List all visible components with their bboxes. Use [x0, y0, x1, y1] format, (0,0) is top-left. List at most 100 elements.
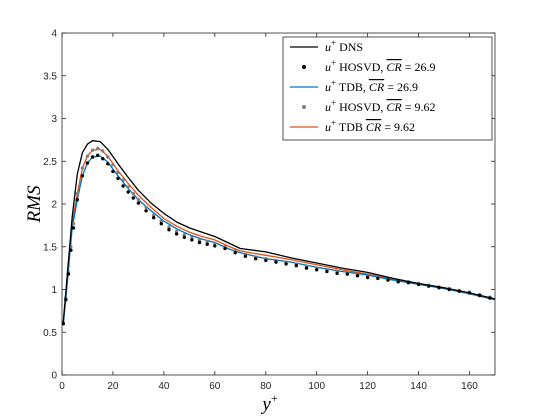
- y-axis-title: RMS: [24, 185, 45, 223]
- data-point: [121, 178, 125, 182]
- data-point: [365, 275, 370, 280]
- y-tick-label: 1.5: [43, 242, 57, 253]
- data-point: [213, 241, 217, 245]
- data-point: [71, 226, 76, 230]
- data-point: [213, 244, 217, 248]
- data-point: [182, 233, 186, 237]
- data-point: [111, 169, 115, 174]
- y-tick-label: 3: [51, 114, 57, 125]
- data-point: [335, 271, 339, 275]
- data-point: [131, 192, 135, 196]
- y-tick-label: 2: [51, 200, 57, 211]
- data-point: [274, 260, 278, 264]
- data-point: [197, 240, 202, 245]
- data-point: [345, 272, 349, 276]
- data-point: [116, 170, 120, 175]
- data-point: [174, 229, 179, 234]
- data-point: [190, 238, 194, 242]
- series-layer: [61, 140, 496, 326]
- x-tick-label: 100: [308, 381, 325, 392]
- x-axis-title: y+: [260, 391, 277, 415]
- data-point: [304, 266, 309, 270]
- data-point: [205, 239, 209, 244]
- series-line-0: [62, 140, 496, 323]
- legend-box: [282, 36, 493, 141]
- data-point: [85, 161, 90, 165]
- x-axis-title-sup: +: [271, 391, 278, 405]
- data-point: [136, 198, 141, 202]
- y-tick-label: 0.5: [43, 328, 57, 339]
- x-ticks: 0 20 40 60 80 100 120 140 160: [59, 33, 478, 392]
- data-point: [152, 216, 156, 220]
- data-point: [121, 184, 125, 188]
- data-point: [136, 201, 141, 205]
- y-ticks: 0 0.5 1 1.5 2 2.5 3 3.5 4: [43, 29, 495, 382]
- x-tick-label: 120: [359, 381, 376, 392]
- data-point: [182, 235, 186, 239]
- data-point: [253, 257, 258, 261]
- data-point: [190, 235, 194, 239]
- data-point: [131, 196, 135, 200]
- data-point: [174, 232, 179, 236]
- data-point: [90, 148, 95, 152]
- data-point: [80, 174, 85, 178]
- x-tick-label: 0: [59, 381, 65, 392]
- legend-label: u+ TDB CR = 9.62: [325, 118, 415, 134]
- legend: u+ DNS u+ HOSVD, CR = 26.9 u+ TDB, CR = 26…: [282, 36, 493, 141]
- series-line-2: [62, 155, 496, 324]
- y-tick-label: 0: [51, 371, 57, 382]
- legend-swatch-marker: [302, 65, 306, 69]
- data-point: [126, 185, 130, 189]
- data-point: [294, 263, 298, 268]
- data-point: [111, 163, 115, 167]
- data-point: [80, 166, 85, 170]
- data-point: [396, 280, 400, 284]
- data-point: [85, 154, 90, 158]
- data-point: [61, 322, 65, 326]
- data-point: [96, 153, 100, 157]
- data-point: [90, 155, 95, 159]
- x-axis-title-main: y: [260, 394, 271, 415]
- data-point: [355, 274, 360, 278]
- legend-label: u+ HOSVD, CR = 26.9: [325, 58, 436, 74]
- data-point: [71, 222, 76, 226]
- data-point: [167, 228, 171, 232]
- data-point: [116, 176, 120, 181]
- x-tick-label: 20: [107, 381, 119, 392]
- y-tick-label: 2.5: [43, 157, 57, 168]
- data-point: [197, 238, 202, 242]
- data-point: [243, 254, 248, 258]
- series-line-4: [62, 148, 496, 323]
- x-tick-label: 60: [209, 381, 221, 392]
- x-tick-label: 140: [410, 381, 427, 392]
- data-point: [159, 222, 163, 226]
- data-point: [75, 198, 80, 202]
- legend-items: u+ DNS u+ HOSVD, CR = 26.9 u+ TDB, CR = 26…: [290, 38, 436, 134]
- data-point: [101, 157, 105, 161]
- data-point: [284, 262, 288, 266]
- legend-swatch-marker: [302, 105, 306, 109]
- data-point: [106, 162, 110, 166]
- data-point: [386, 278, 390, 282]
- data-point: [223, 246, 227, 251]
- data-point: [167, 225, 171, 229]
- data-point: [106, 155, 110, 159]
- y-tick-label: 1: [51, 285, 57, 296]
- data-point: [75, 192, 80, 196]
- data-point: [264, 258, 268, 263]
- data-point: [376, 276, 380, 281]
- data-point: [126, 190, 130, 194]
- data-point: [96, 146, 100, 151]
- y-tick-label: 4: [51, 29, 57, 40]
- x-tick-label: 40: [158, 381, 170, 392]
- x-tick-label: 160: [461, 381, 478, 392]
- y-tick-label: 3.5: [43, 71, 57, 82]
- data-point: [159, 219, 163, 223]
- data-point: [144, 209, 148, 213]
- data-point: [233, 251, 237, 255]
- x-tick-label: 80: [260, 381, 272, 392]
- data-point: [144, 205, 148, 210]
- data-point: [325, 269, 329, 274]
- data-point: [101, 149, 105, 153]
